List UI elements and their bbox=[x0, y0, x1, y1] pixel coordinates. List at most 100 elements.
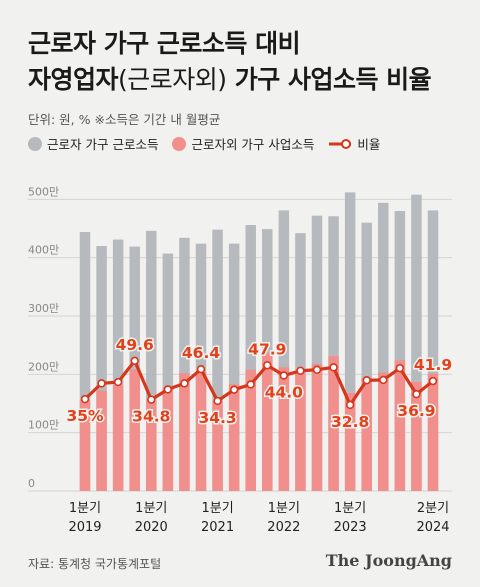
ratio-point bbox=[97, 379, 106, 388]
y-tick-label: 0 bbox=[28, 477, 35, 490]
title-part-a: 자영업자 bbox=[28, 65, 119, 94]
x-tick-label: 2024 bbox=[416, 520, 449, 535]
bar-business-income bbox=[195, 372, 207, 491]
bar-wage-income bbox=[179, 237, 190, 491]
bar-business-income bbox=[96, 390, 107, 491]
ratio-data-label: 34.3 bbox=[198, 409, 236, 427]
chart-title: 근로자 가구 근로소득 대비 자영업자(근로자외) 가구 사업소득 비율 bbox=[28, 26, 432, 98]
bar-business-income bbox=[146, 400, 157, 491]
bar-wage-income bbox=[112, 239, 124, 491]
bar-wage-income bbox=[378, 202, 389, 492]
ratio-data-label: 32.8 bbox=[331, 413, 369, 431]
legend-item-pink: 근로자외 가구 사업소득 bbox=[172, 134, 314, 153]
legend-gray-label: 근로자 가구 근로소득 bbox=[47, 137, 159, 152]
ratio-point bbox=[412, 389, 421, 399]
bar-business-income bbox=[311, 363, 323, 491]
bar-wage-income bbox=[411, 194, 422, 491]
title-part-c: 가구 사업소득 비율 bbox=[226, 65, 432, 94]
bar-business-income bbox=[328, 356, 339, 491]
chart-plot: 0 100만 200만 300만 400만 500만 35% 49.6 34.8 46.4 34.3… bbox=[28, 185, 454, 535]
bar-business-income bbox=[245, 369, 256, 491]
legend-line-swatch bbox=[329, 138, 352, 149]
bar-wage-income bbox=[146, 230, 157, 491]
title-line-1: 근로자 가구 근로소득 대비 bbox=[28, 29, 301, 58]
ratio-point bbox=[147, 395, 156, 404]
y-tick-label: 400만 bbox=[28, 244, 59, 257]
legend-line-label: 비율 bbox=[357, 137, 381, 152]
legend-item-gray: 근로자 가구 근로소득 bbox=[28, 134, 158, 153]
bar-wage-income bbox=[344, 192, 356, 492]
y-tick-label: 100만 bbox=[28, 419, 59, 432]
title-line-2: 자영업자(근로자외) 가구 사업소득 비율 bbox=[28, 62, 432, 98]
ratio-point bbox=[113, 377, 123, 387]
bar-wage-income bbox=[311, 215, 323, 491]
ratio-point bbox=[279, 371, 289, 380]
bar-wage-income bbox=[295, 233, 306, 491]
legend-pink-swatch bbox=[172, 136, 187, 151]
brand-logo: The JoongAng bbox=[325, 551, 452, 570]
bar-wage-income bbox=[245, 225, 256, 491]
ratio-point bbox=[180, 379, 189, 388]
ratio-data-label: 36.9 bbox=[397, 402, 435, 420]
x-tick-label: 1분기 bbox=[135, 501, 167, 516]
bar-wage-income bbox=[328, 216, 339, 491]
title-part-b: (근로자외) bbox=[118, 65, 227, 94]
x-tick-label: 2023 bbox=[334, 520, 367, 535]
x-tick-label: 1분기 bbox=[69, 501, 101, 516]
bar-wage-income bbox=[361, 222, 372, 491]
ratio-point bbox=[80, 394, 90, 404]
ratio-point bbox=[428, 376, 438, 386]
bar-business-income bbox=[278, 367, 290, 491]
x-tick-label: 1분기 bbox=[334, 501, 366, 516]
legend: 근로자 가구 근로소득 근로자외 가구 사업소득 비율 bbox=[28, 134, 394, 153]
ratio-point bbox=[196, 365, 206, 374]
legend-pink-label: 근로자외 가구 사업소득 bbox=[191, 137, 315, 152]
x-tick-label: 2분기 bbox=[417, 501, 449, 516]
bar-business-income bbox=[129, 369, 140, 491]
bar-business-income bbox=[361, 377, 372, 491]
bar-business-income bbox=[162, 387, 174, 491]
bar-business-income bbox=[411, 381, 422, 491]
ratio-point bbox=[213, 396, 222, 406]
bar-business-income bbox=[212, 401, 223, 491]
bar-business-income bbox=[79, 400, 91, 491]
ratio-data-label: 44.0 bbox=[265, 384, 303, 402]
ratio-point bbox=[229, 385, 239, 394]
bar-wage-income bbox=[96, 246, 107, 491]
ratio-point bbox=[395, 363, 405, 373]
ratio-point bbox=[163, 385, 173, 394]
ratio-line bbox=[83, 359, 434, 407]
x-tick-label: 2020 bbox=[135, 520, 168, 535]
ratio-point bbox=[312, 365, 322, 374]
y-tick-label: 300만 bbox=[28, 302, 59, 315]
ratio-data-label: 47.9 bbox=[248, 340, 286, 358]
ratio-point bbox=[263, 361, 272, 370]
bar-wage-income bbox=[427, 210, 439, 491]
ratio-data-label: 41.9 bbox=[414, 356, 452, 374]
ratio-data-label: 35% bbox=[66, 407, 104, 425]
bar-business-income bbox=[344, 393, 356, 491]
ratio-point bbox=[130, 356, 139, 366]
ratio-data-label: 34.8 bbox=[132, 408, 170, 426]
ratio-data-label: 49.6 bbox=[116, 336, 154, 354]
bar-business-income bbox=[394, 360, 406, 491]
ratio-point bbox=[362, 376, 371, 385]
bar-wage-income bbox=[228, 243, 240, 491]
x-tick-label: 2021 bbox=[201, 520, 234, 535]
bar-business-income bbox=[427, 373, 439, 491]
bar-business-income bbox=[112, 385, 124, 491]
bar-business-income bbox=[179, 373, 190, 491]
y-tick-label: 500만 bbox=[28, 185, 59, 198]
ratio-data-label: 46.4 bbox=[182, 344, 220, 362]
x-tick-label: 1분기 bbox=[268, 501, 300, 516]
bar-business-income bbox=[295, 372, 306, 491]
bar-wage-income bbox=[162, 253, 174, 491]
x-tick-label: 1분기 bbox=[201, 501, 233, 516]
ratio-point bbox=[379, 375, 388, 385]
bar-wage-income bbox=[394, 211, 406, 491]
bar-business-income bbox=[262, 353, 273, 491]
bar-business-income bbox=[228, 384, 240, 491]
bar-wage-income bbox=[79, 232, 91, 491]
bar-wage-income bbox=[129, 246, 140, 491]
unit-note: 단위: 원, % ※소득은 기간 내 월평균 bbox=[28, 112, 221, 127]
